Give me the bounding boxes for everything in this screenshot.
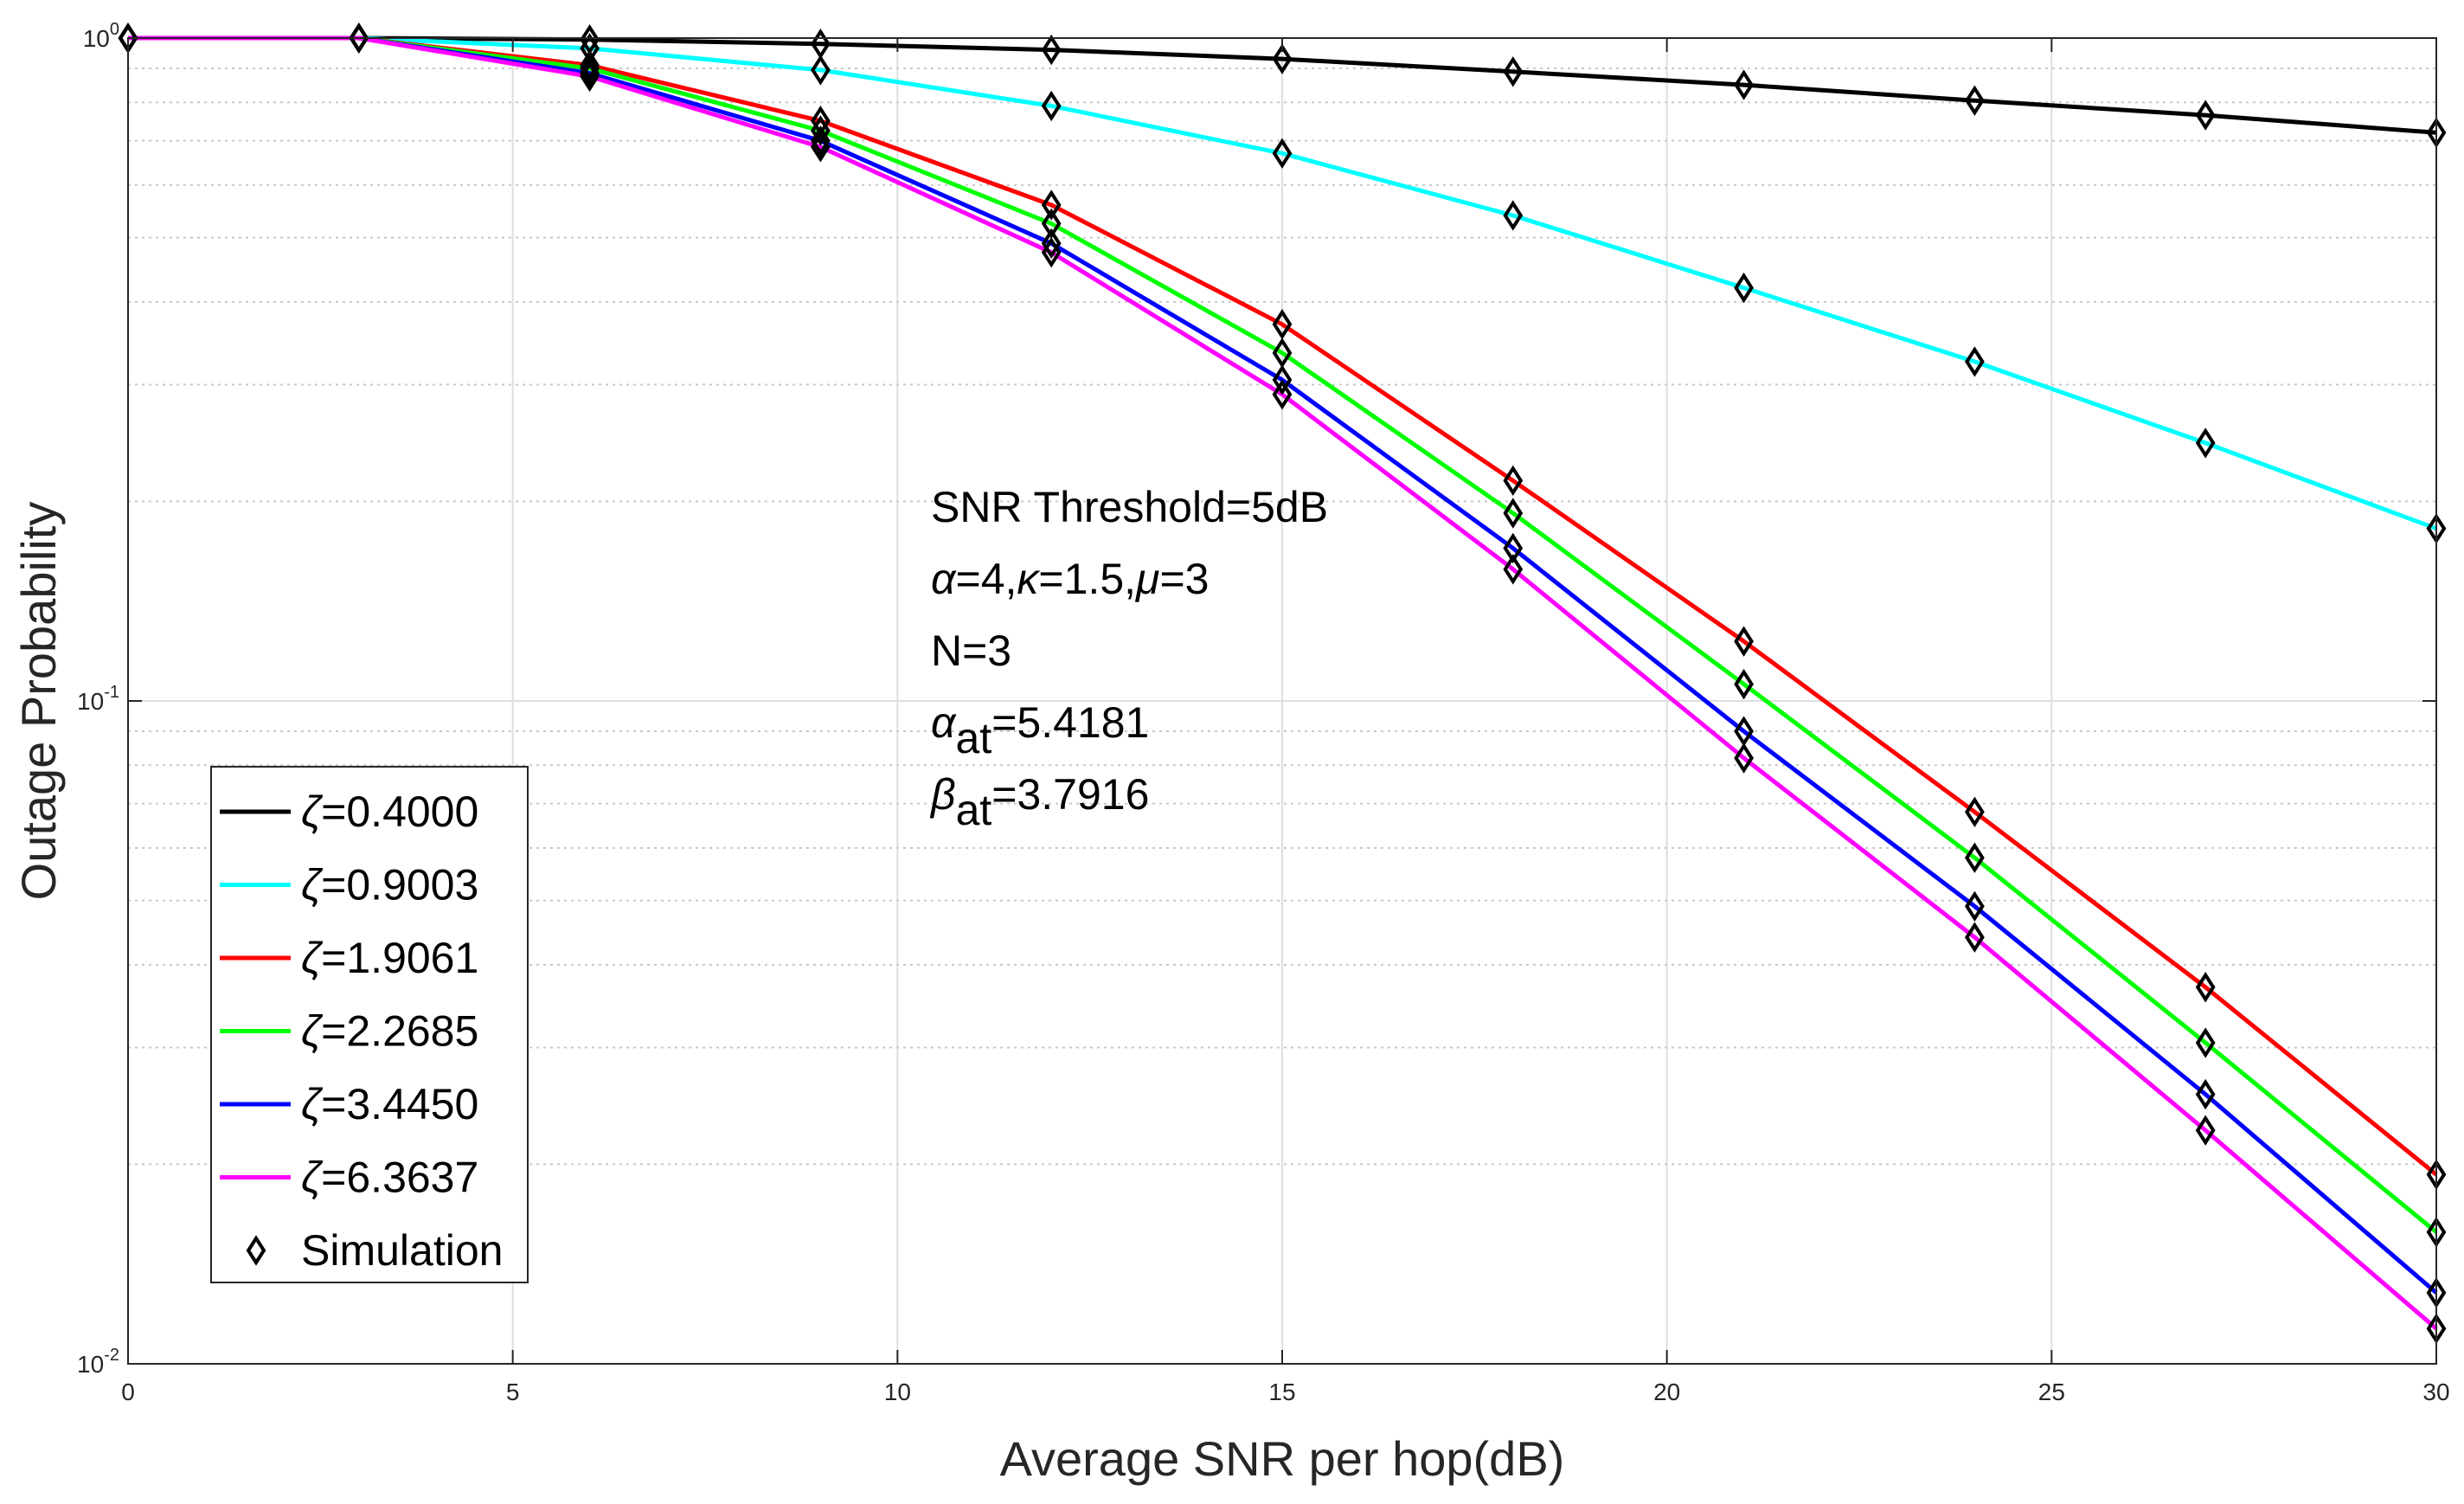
legend-label-5: ζ=3.4450 [301,1080,478,1128]
simulation-marker [1734,668,1754,700]
simulation-marker [1272,309,1293,340]
simulation-marker [811,115,831,146]
simulation-marker [1272,138,1293,169]
simulation-marker [1503,56,1524,87]
series-line-4 [128,35,2438,1234]
simulation-marker [1734,742,1754,774]
legend-label-2: ζ=0.9003 [301,861,478,909]
simulation-marker [1734,69,1754,100]
x-tick-label: 15 [1268,1379,1295,1405]
x-tick-label: 25 [2038,1379,2065,1405]
simulation-marker [1041,90,1062,122]
x-tick-label: 30 [2422,1379,2449,1405]
y-tick-label: 10-1 [77,683,119,715]
annotation-threshold: SNR Threshold=5dB [931,483,1328,531]
simulation-marker [2195,427,2216,459]
simulation-marker [1041,208,1062,240]
simulation-marker [580,57,600,89]
simulation-marker [2195,1078,2216,1110]
annotation-alpha-at: αat=5.4181 [931,698,1149,762]
y-tick-label: 100 [83,20,119,52]
simulation-marker [1272,43,1293,74]
simulation-marker [1503,554,1524,585]
x-tick-label: 5 [506,1379,520,1405]
simulation-marker [1041,190,1062,221]
legend-label-3: ζ=1.9061 [301,934,478,982]
y-axis-ticks: 100 10-1 10-2 [77,20,2436,1378]
x-tick-label: 0 [121,1379,135,1405]
annotations: SNR Threshold=5dB α=4,κ=1.5,μ=3 N=3 αat=5.4… [929,483,1328,834]
simulation-marker [1041,228,1062,260]
simulation-marker [349,22,369,54]
simulation-marker [1503,465,1524,497]
simulation-marker [1965,796,1985,827]
x-tick-label: 20 [1653,1379,1680,1405]
x-axis-ticks: 0 5 10 15 20 25 30 [121,38,2450,1405]
simulation-marker [1965,85,1985,116]
simulation-marker [1734,626,1754,657]
simulation-marker [811,132,831,163]
legend-box [210,766,529,1283]
simulation-marker [580,61,600,93]
x-tick-label: 10 [884,1379,911,1405]
simulation-marker [1041,236,1062,268]
simulation-marker [1965,922,1985,953]
simulation-marker [811,55,831,86]
annotation-params: α=4,κ=1.5,μ=3 [931,555,1209,603]
annotation-n: N=3 [931,627,1011,675]
simulation-marker [811,125,831,157]
x-axis-label: Average SNR per hop(dB) [1000,1431,1565,1486]
simulation-marker [1272,379,1293,410]
simulation-marker [2195,1027,2216,1058]
simulation-marker [2195,100,2216,131]
simulation-marker [1734,272,1754,304]
legend-label-simulation: Simulation [301,1226,503,1275]
simulation-marker [1965,842,1985,873]
y-axis-label: Outage Probability [11,502,66,901]
legend-label-6: ζ=6.3637 [301,1154,478,1202]
simulation-marker [2195,972,2216,1003]
annotation-beta-at: βat=3.7916 [929,770,1149,834]
legend-label-1: ζ=0.4000 [301,787,478,836]
simulation-marker [2195,1115,2216,1146]
simulation-marker [1041,34,1062,66]
legend: ζ=0.4000 ζ=0.9003 ζ=1.9061 ζ=2.2685 ζ=3.4450… [210,766,529,1283]
simulation-marker [1965,346,1985,377]
simulation-marker [1272,364,1293,395]
y-tick-label: 10-2 [77,1346,119,1378]
simulation-marker [580,53,600,84]
simulation-marker [1503,200,1524,231]
simulation-marker [1965,890,1985,922]
legend-simulation-marker [246,1235,266,1266]
legend-label-4: ζ=2.2685 [301,1007,478,1056]
simulation-marker [1503,498,1524,529]
